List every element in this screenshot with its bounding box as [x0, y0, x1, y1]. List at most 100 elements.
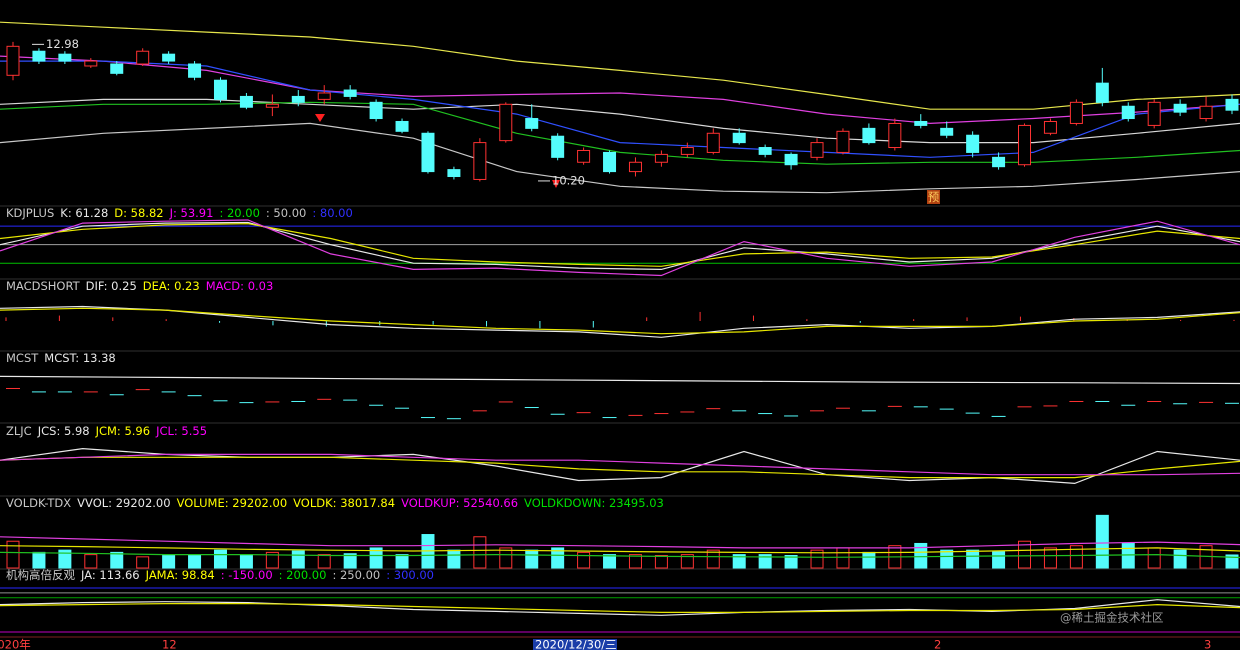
volume-bar	[862, 551, 876, 569]
candle-body	[291, 95, 305, 103]
volume-bar	[1095, 514, 1109, 569]
volume-bar	[499, 547, 513, 569]
panel-title: MACDSHORT	[6, 279, 81, 293]
candle-body	[1199, 105, 1213, 120]
candle-body	[239, 95, 253, 108]
legend-item: VOLUME: 29202.00	[177, 496, 288, 510]
volume-bar	[551, 547, 565, 569]
panel-header: KDJPLUS K: 61.28 D: 58.82 J: 53.91: 20.00: …	[6, 206, 353, 220]
volume-bar	[1121, 542, 1135, 569]
volume-bar	[473, 536, 487, 569]
candle-body	[499, 103, 513, 142]
volume-bar	[317, 554, 331, 569]
x-axis-label: 2020年	[0, 638, 31, 650]
volume-bar	[1173, 549, 1187, 569]
volume-bar	[577, 551, 591, 569]
candle-body	[706, 132, 720, 153]
indicator-line	[0, 599, 1240, 616]
indicator-line	[0, 447, 1240, 485]
volume-bar	[966, 549, 980, 569]
volume-bar	[239, 554, 253, 569]
indicator-line	[0, 536, 1240, 549]
legend-item: : 250.00	[332, 568, 380, 582]
indicator-line	[0, 456, 1240, 479]
panel-header: MACDSHORT DIF: 0.25 DEA: 0.23 MACD: 0.03	[6, 279, 273, 293]
volume-bar	[447, 549, 461, 569]
x-axis-label: 2020/12/30/三	[535, 638, 617, 650]
legend-item: K: 61.28	[60, 206, 108, 220]
volume-bar	[291, 550, 305, 569]
candle-body	[265, 103, 279, 108]
panel-title: KDJPLUS	[6, 206, 54, 220]
candle-body	[758, 147, 772, 155]
legend-item: J: 53.91	[169, 206, 214, 220]
indicator-line	[0, 98, 1240, 144]
volume-bar	[784, 555, 798, 569]
candle-body	[732, 132, 746, 144]
candle-body	[213, 79, 227, 100]
indicator-line	[0, 122, 1240, 194]
volume-bar	[940, 549, 954, 569]
volume-bar	[628, 554, 642, 569]
volume-bar	[343, 553, 357, 569]
candle-body	[84, 60, 98, 67]
volume-bar	[758, 554, 772, 569]
legend-item: : 20.00	[219, 206, 259, 220]
candle-body	[654, 153, 668, 163]
volume-bar	[188, 554, 202, 569]
volume-bar	[654, 555, 668, 569]
indicator-line	[0, 453, 1240, 476]
legend-item: JAMA: 98.84	[145, 568, 215, 582]
volume-bar	[369, 547, 383, 569]
candle-body	[888, 122, 902, 149]
tag: 预	[928, 190, 940, 204]
separators	[0, 205, 1240, 638]
volume-bar	[603, 554, 617, 569]
candle-body	[628, 161, 642, 173]
volume-bar	[265, 551, 279, 569]
volume-bar	[213, 549, 227, 569]
panel-title: MCST	[6, 351, 39, 365]
candle-body	[1121, 105, 1135, 120]
volume-bar	[1147, 547, 1161, 569]
candle-body	[1018, 124, 1032, 166]
candle-body	[914, 120, 928, 126]
indicator-line	[0, 305, 1240, 338]
legend-item: JCL: 5.55	[155, 424, 207, 438]
legend-item: : 200.00	[279, 568, 327, 582]
candle-body	[603, 151, 617, 173]
candle-body	[1225, 98, 1239, 111]
candle-body	[188, 63, 202, 78]
volume-bar	[1018, 540, 1032, 569]
legend-item: : 50.00	[266, 206, 306, 220]
watermark: @稀土掘金技术社区	[1060, 611, 1164, 625]
candle-body	[940, 127, 954, 136]
candle-body	[680, 147, 694, 155]
panel-header: ZLJC JCS: 5.98 JCM: 5.96 JCL: 5.55	[6, 424, 207, 438]
candle-body	[862, 127, 876, 144]
volume-bar	[706, 549, 720, 569]
candle-body	[110, 63, 124, 74]
legend-item: : 80.00	[312, 206, 352, 220]
x-axis-label: 2	[934, 638, 941, 650]
volume-bar	[525, 549, 539, 569]
candle-body	[551, 135, 565, 158]
panel-title: 机构高倍反观	[6, 568, 75, 582]
candle-body	[1173, 103, 1187, 113]
volume-bar	[992, 550, 1006, 569]
legend-item: JCM: 5.96	[95, 424, 150, 438]
panel-header: VOLDK-TDX VVOL: 29202.00 VOLUME: 29202.00 V…	[6, 496, 664, 510]
indicator-line	[0, 545, 1240, 554]
candle-body	[162, 53, 176, 62]
candle-body	[525, 118, 539, 129]
indicator-line	[0, 603, 1240, 613]
signal-arrow	[552, 180, 560, 188]
panel-header: MCST MCST: 13.38	[6, 351, 116, 365]
volume-bar	[1069, 545, 1083, 569]
indicator-line	[0, 219, 1240, 277]
candle-body	[1043, 120, 1057, 134]
price-annotation: 10.20	[552, 173, 585, 187]
candle-body	[447, 169, 461, 178]
candle-body	[1147, 101, 1161, 126]
candle-body	[1069, 101, 1083, 124]
